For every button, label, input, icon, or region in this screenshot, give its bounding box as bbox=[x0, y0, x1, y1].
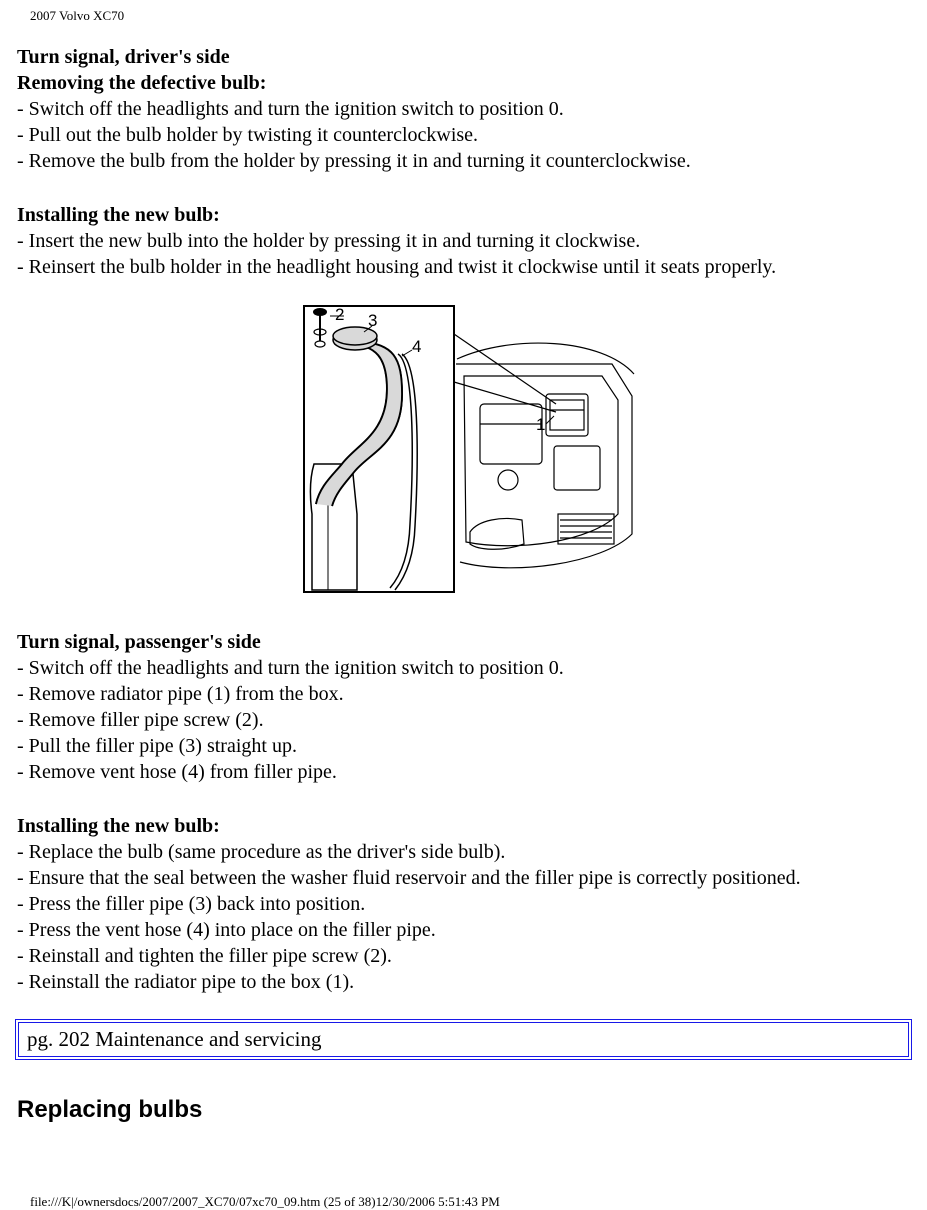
page-header: 2007 Volvo XC70 bbox=[30, 8, 927, 24]
step-text: - Reinsert the bulb holder in the headli… bbox=[17, 254, 927, 280]
engine-diagram: 2 3 4 bbox=[302, 304, 642, 601]
heading-installing-bulb-2: Installing the new bulb: bbox=[17, 813, 927, 839]
step-text: - Press the vent hose (4) into place on … bbox=[17, 917, 927, 943]
step-text: - Remove radiator pipe (1) from the box. bbox=[17, 681, 927, 707]
diagram-label-2: 2 bbox=[335, 305, 344, 324]
step-text: - Pull out the bulb holder by twisting i… bbox=[17, 122, 927, 148]
step-text: - Reinstall and tighten the filler pipe … bbox=[17, 943, 927, 969]
step-text: - Switch off the headlights and turn the… bbox=[17, 655, 927, 681]
diagram-label-3: 3 bbox=[368, 311, 377, 330]
step-text: - Remove vent hose (4) from filler pipe. bbox=[17, 759, 927, 785]
footer-file-path: file:///K|/ownersdocs/2007/2007_XC70/07x… bbox=[30, 1194, 927, 1210]
heading-replacing-bulbs: Replacing bulbs bbox=[17, 1096, 927, 1124]
step-text: - Pull the filler pipe (3) straight up. bbox=[17, 733, 927, 759]
page-number-banner: pg. 202 Maintenance and servicing bbox=[15, 1019, 912, 1060]
heading-turn-signal-driver: Turn signal, driver's side bbox=[17, 44, 927, 70]
step-text: - Switch off the headlights and turn the… bbox=[17, 96, 927, 122]
diagram-label-4: 4 bbox=[412, 337, 421, 356]
main-content: Turn signal, driver's side Removing the … bbox=[17, 44, 927, 995]
diagram-label-1: 1 bbox=[536, 415, 545, 434]
step-text: - Replace the bulb (same procedure as th… bbox=[17, 839, 927, 865]
step-text: - Remove filler pipe screw (2). bbox=[17, 707, 927, 733]
heading-turn-signal-passenger: Turn signal, passenger's side bbox=[17, 629, 927, 655]
heading-installing-bulb-1: Installing the new bulb: bbox=[17, 202, 927, 228]
heading-removing-bulb: Removing the defective bulb: bbox=[17, 70, 927, 96]
step-text: - Insert the new bulb into the holder by… bbox=[17, 228, 927, 254]
step-text: - Press the filler pipe (3) back into po… bbox=[17, 891, 927, 917]
step-text: - Ensure that the seal between the washe… bbox=[17, 865, 927, 891]
step-text: - Reinstall the radiator pipe to the box… bbox=[17, 969, 927, 995]
step-text: - Remove the bulb from the holder by pre… bbox=[17, 148, 927, 174]
